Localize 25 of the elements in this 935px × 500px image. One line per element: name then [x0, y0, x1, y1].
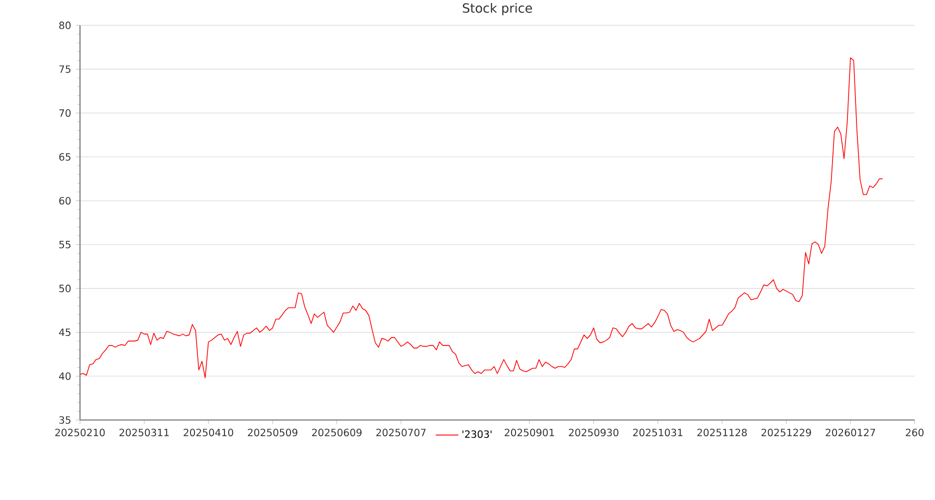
x-tick-label: 20250707: [376, 428, 426, 436]
x-tick-label: 20250311: [119, 428, 169, 436]
y-tick-label: 60: [59, 196, 71, 205]
x-tick-label: 20250410: [184, 428, 234, 436]
x-tick-label: 20250509: [248, 428, 298, 436]
chart-title: Stock price: [462, 3, 532, 16]
legend-label: '2303': [462, 430, 492, 438]
y-tick-label: 40: [59, 372, 71, 380]
x-tick-label: 20250901: [504, 428, 554, 436]
x-tick-label: 20251229: [762, 428, 811, 436]
x-tick-label: 20250609: [312, 428, 362, 436]
x-tick-label: 20251128: [697, 428, 747, 436]
x-tick-label: 260: [906, 428, 924, 436]
y-tick-label: 45: [59, 328, 70, 336]
y-tick-label: 65: [59, 153, 70, 161]
x-tick-label: 20250930: [568, 428, 618, 436]
y-tick-label: 70: [59, 109, 71, 117]
y-tick-label: 35: [59, 416, 70, 424]
x-tick-label: 20250210: [55, 428, 105, 436]
y-tick-label: 50: [59, 284, 71, 292]
y-tick-label: 55: [59, 240, 70, 248]
x-tick-label: 20251031: [633, 428, 682, 436]
y-tick-label: 75: [59, 65, 70, 73]
x-tick-label: 20260127: [826, 428, 876, 436]
y-tick-label: 80: [59, 22, 71, 30]
